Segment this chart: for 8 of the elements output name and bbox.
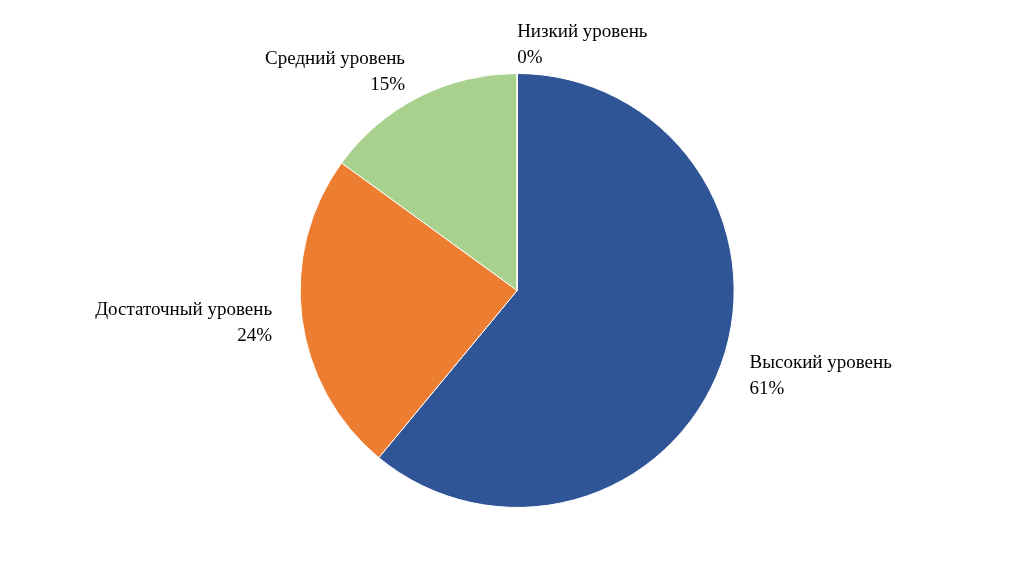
data-label: 61% — [749, 376, 785, 398]
category-label: Низкий уровень — [517, 19, 648, 41]
data-label: 24% — [237, 323, 273, 345]
slice-label: Достаточный уровень — [95, 297, 273, 319]
slice-label: Средний уровень — [265, 46, 406, 68]
data-label: 15% — [370, 72, 406, 94]
text: 0% — [517, 45, 543, 67]
slice-label: Высокий уровень — [749, 350, 893, 372]
